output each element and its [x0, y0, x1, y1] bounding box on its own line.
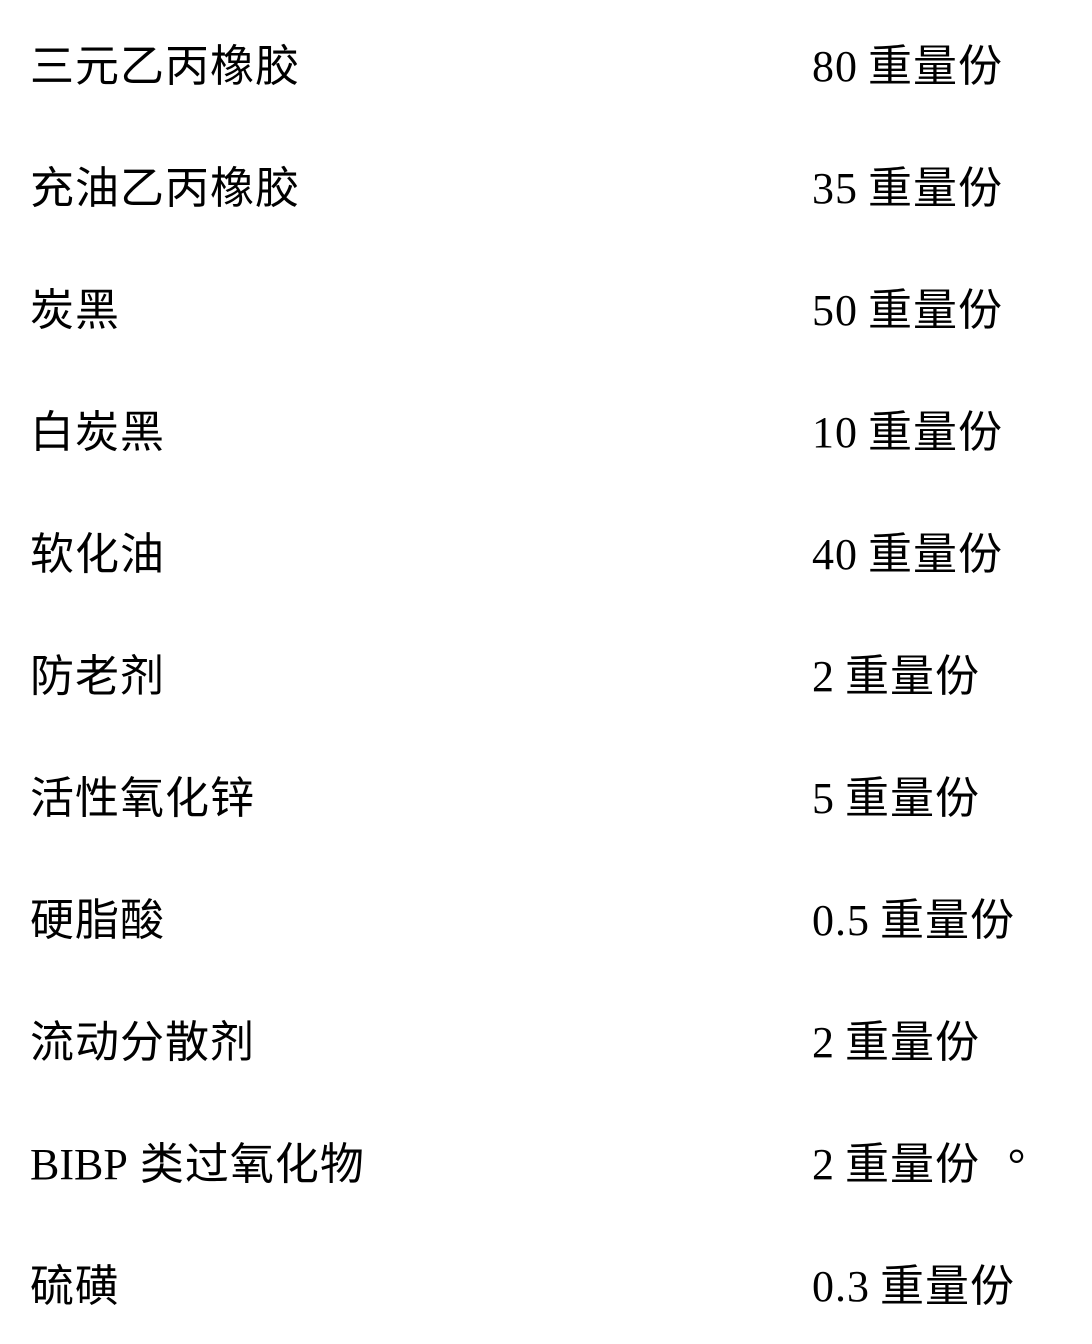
table-row: 硬脂酸 0.5重量份	[30, 884, 1052, 948]
table-row: 活性氧化锌 5重量份	[30, 762, 1052, 826]
table-row: 三元乙丙橡胶 80重量份	[30, 30, 1052, 94]
ingredient-label: 硬脂酸	[30, 884, 165, 948]
ingredient-value: 10重量份	[812, 396, 1052, 460]
ingredient-label: 活性氧化锌	[30, 762, 255, 826]
ingredient-value: 80重量份	[812, 30, 1052, 94]
table-row: 炭黑 50重量份	[30, 274, 1052, 338]
table-row: 白炭黑 10重量份	[30, 396, 1052, 460]
table-row: 流动分散剂 2重量份	[30, 1006, 1052, 1070]
table-row: 硫磺 0.3重量份	[30, 1250, 1052, 1314]
ingredient-label: BIBP 类过氧化物	[30, 1128, 365, 1192]
ingredient-label: 软化油	[30, 518, 165, 582]
ingredient-value: 50重量份	[812, 274, 1052, 338]
ingredient-value: 35重量份	[812, 152, 1052, 216]
ingredient-label: 白炭黑	[30, 396, 165, 460]
ingredient-value: 2重量份	[812, 640, 1052, 704]
ingredient-value: 0.5重量份	[812, 884, 1052, 948]
ingredient-label: 流动分散剂	[30, 1006, 255, 1070]
ingredient-value: 40重量份	[812, 518, 1052, 582]
table-row: 防老剂 2重量份	[30, 640, 1052, 704]
table-row: BIBP 类过氧化物 2重量份	[30, 1128, 1052, 1192]
ingredient-label: 炭黑	[30, 274, 120, 338]
terminator-period: 。	[1008, 1109, 1052, 1173]
ingredient-label: 三元乙丙橡胶	[30, 30, 300, 94]
ingredient-label: 防老剂	[30, 640, 165, 704]
ingredient-value: 0.3重量份	[812, 1250, 1052, 1314]
ingredient-label: 充油乙丙橡胶	[30, 152, 300, 216]
ingredient-value: 5重量份	[812, 762, 1052, 826]
table-row: 软化油 40重量份	[30, 518, 1052, 582]
table-row: 充油乙丙橡胶 35重量份	[30, 152, 1052, 216]
formula-table: 三元乙丙橡胶 80重量份 充油乙丙橡胶 35重量份 炭黑 50重量份 白炭黑 1…	[0, 0, 1092, 1344]
ingredient-value: 2重量份	[812, 1006, 1052, 1070]
ingredient-label: 硫磺	[30, 1250, 120, 1314]
